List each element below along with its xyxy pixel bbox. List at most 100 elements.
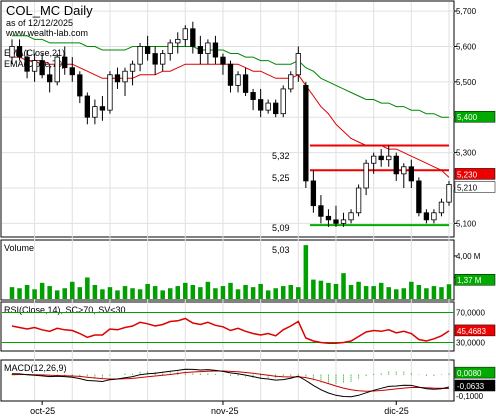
candle-body xyxy=(54,56,60,83)
rsi-tick-label: 30,0000 xyxy=(456,339,485,348)
chart-asof-date: as of 12/12/2025 xyxy=(6,18,73,28)
volume-bar xyxy=(92,285,98,299)
candle-body xyxy=(9,46,15,58)
candle-body xyxy=(273,102,279,115)
macd-title: MACD(12,26,9) xyxy=(4,363,67,373)
volume-bar xyxy=(431,286,437,299)
candle-body xyxy=(24,56,30,72)
rsi-panel: 70,0000 30,0000 45,4683 xyxy=(2,309,496,348)
volume-tick-label: 4,00 M xyxy=(456,252,481,261)
chart-symbol-title: COL_MC Daily xyxy=(6,3,93,18)
price-tick-label: 5,100 xyxy=(456,219,477,228)
macd-hist-last-tag: 0,0080 xyxy=(457,369,482,378)
volume-bar xyxy=(439,287,444,299)
volume-bar xyxy=(424,288,429,299)
macd-hist-last-tag-box xyxy=(454,366,496,379)
candle-body xyxy=(370,155,377,164)
candle-body xyxy=(363,162,369,189)
price-tick-label: 5,700 xyxy=(456,7,477,16)
candle-body xyxy=(295,53,301,76)
volume-bar xyxy=(235,289,241,299)
volume-bar xyxy=(363,286,369,299)
level-label-509: 5,09 xyxy=(272,223,290,233)
rsi-tick-label: 70,0000 xyxy=(456,309,485,318)
candle-body xyxy=(378,155,384,161)
candle-body xyxy=(137,46,143,65)
candle-body xyxy=(257,99,264,111)
volume-bar xyxy=(371,286,376,299)
price-axis: 5,7005,6005,5005,4005,3005,2005,1005,400… xyxy=(454,7,496,228)
volume-bar xyxy=(137,289,143,299)
candle-body xyxy=(107,74,113,111)
volume-bar xyxy=(183,282,188,299)
volume-bar xyxy=(85,277,90,299)
rsi-last-tag: 45,4683 xyxy=(457,327,486,336)
volume-bar xyxy=(24,285,30,299)
volume-bar xyxy=(356,281,361,299)
volume-bar xyxy=(54,290,60,299)
volume-bar xyxy=(190,285,196,299)
candle-body xyxy=(190,28,196,47)
candle-body xyxy=(47,74,53,83)
volume-bar xyxy=(326,282,331,299)
volume-bar xyxy=(62,288,68,299)
candle-body xyxy=(340,219,347,224)
volume-bar xyxy=(160,290,165,299)
candle-body xyxy=(39,60,45,76)
candle-body xyxy=(227,63,234,86)
volume-bar xyxy=(243,285,248,299)
price-pane xyxy=(0,0,455,238)
candle-body xyxy=(355,187,362,214)
date-tick-label: oct-25 xyxy=(30,406,55,416)
volume-bar xyxy=(70,281,75,299)
candle-body xyxy=(16,46,23,58)
candle-body xyxy=(416,180,422,214)
candle-body xyxy=(265,102,271,111)
candle-body xyxy=(250,92,256,100)
volume-bar xyxy=(39,282,45,299)
volume-bar xyxy=(122,286,128,299)
volume-bars xyxy=(9,245,452,299)
candle-body xyxy=(77,74,83,97)
candle-body xyxy=(438,201,445,214)
candle-body xyxy=(122,70,128,83)
volume-axis: 4,00 M2,00 M1,37 M xyxy=(454,252,496,286)
volume-bar xyxy=(416,285,422,299)
candle-body xyxy=(423,212,430,221)
level-label-503: 5,03 xyxy=(272,245,290,255)
candle-body xyxy=(288,74,294,90)
ema70-last-tag: 5,400 xyxy=(457,113,478,122)
volume-bar xyxy=(145,283,150,299)
volume-bar xyxy=(296,287,301,299)
volume-bar xyxy=(205,281,211,299)
ema21-last-tag: 5,230 xyxy=(457,170,478,179)
price-tick-label: 5,600 xyxy=(456,42,477,51)
close-last-tag: 5,210 xyxy=(457,183,478,192)
volume-bar xyxy=(386,287,391,299)
candle-body xyxy=(62,56,68,69)
candle-body xyxy=(160,53,166,65)
volume-bar xyxy=(9,287,15,299)
date-tick-label: dic-25 xyxy=(384,406,409,416)
level-label-532: 5,32 xyxy=(272,151,290,161)
candle-body xyxy=(446,184,452,203)
volume-bar xyxy=(273,288,278,299)
volume-bar xyxy=(288,285,294,299)
volume-bar xyxy=(213,288,218,299)
candle-body xyxy=(92,106,98,118)
candle-body xyxy=(242,74,249,93)
price-tick-label: 5,300 xyxy=(456,149,477,158)
candle-body xyxy=(175,38,181,44)
candle-body xyxy=(310,180,317,207)
volume-bar xyxy=(47,286,52,299)
candle-body xyxy=(197,46,204,54)
volume-bar xyxy=(198,287,203,299)
candle-body xyxy=(348,212,354,221)
candle-body xyxy=(235,74,241,86)
volume-bar xyxy=(341,273,346,299)
volume-last-tag-box xyxy=(454,273,496,286)
candle-body xyxy=(220,56,226,65)
volume-bar xyxy=(130,288,135,299)
volume-bar xyxy=(152,286,158,299)
rsi-polyline xyxy=(11,317,450,345)
